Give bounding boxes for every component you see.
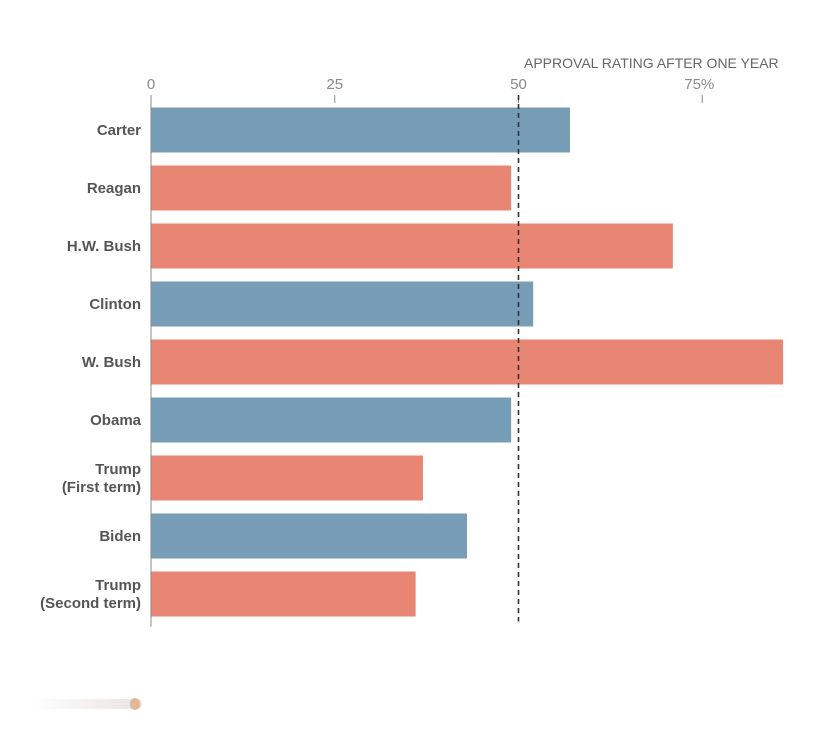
category-label: Reagan (87, 180, 141, 197)
category-label: W. Bush (82, 354, 141, 371)
category-label: Obama (90, 412, 142, 429)
category-label: Trump (First term) (62, 461, 141, 496)
x-tick-label: 75% (684, 76, 714, 93)
footer-fade-decoration (32, 699, 142, 709)
category-label-line: (Second term) (40, 595, 141, 612)
category-label: H.W. Bush (67, 238, 141, 255)
bar-w-bush (151, 339, 784, 385)
x-tick-label: 0 (147, 76, 155, 93)
category-label: Clinton (89, 296, 141, 313)
x-tick-label: 50 (510, 76, 527, 93)
x-tick-label: 25 (326, 76, 343, 93)
bar-biden (151, 513, 468, 559)
bar-trump (151, 571, 416, 617)
category-label: Biden (99, 528, 141, 545)
footer-dot-icon (130, 698, 140, 710)
bar-h-w-bush (151, 223, 673, 269)
bar-obama (151, 397, 512, 443)
bar-trump (151, 455, 423, 501)
category-label-line: (First term) (62, 479, 141, 496)
bar-clinton (151, 281, 534, 327)
bar-carter (151, 107, 570, 153)
bar-reagan (151, 165, 512, 211)
category-label: Carter (97, 122, 141, 139)
category-label: Trump (Second term) (40, 577, 141, 612)
category-label-line: Trump (95, 577, 141, 594)
category-label-line: Trump (95, 461, 141, 478)
chart-title: APPROVAL RATING AFTER ONE YEAR (524, 55, 779, 71)
